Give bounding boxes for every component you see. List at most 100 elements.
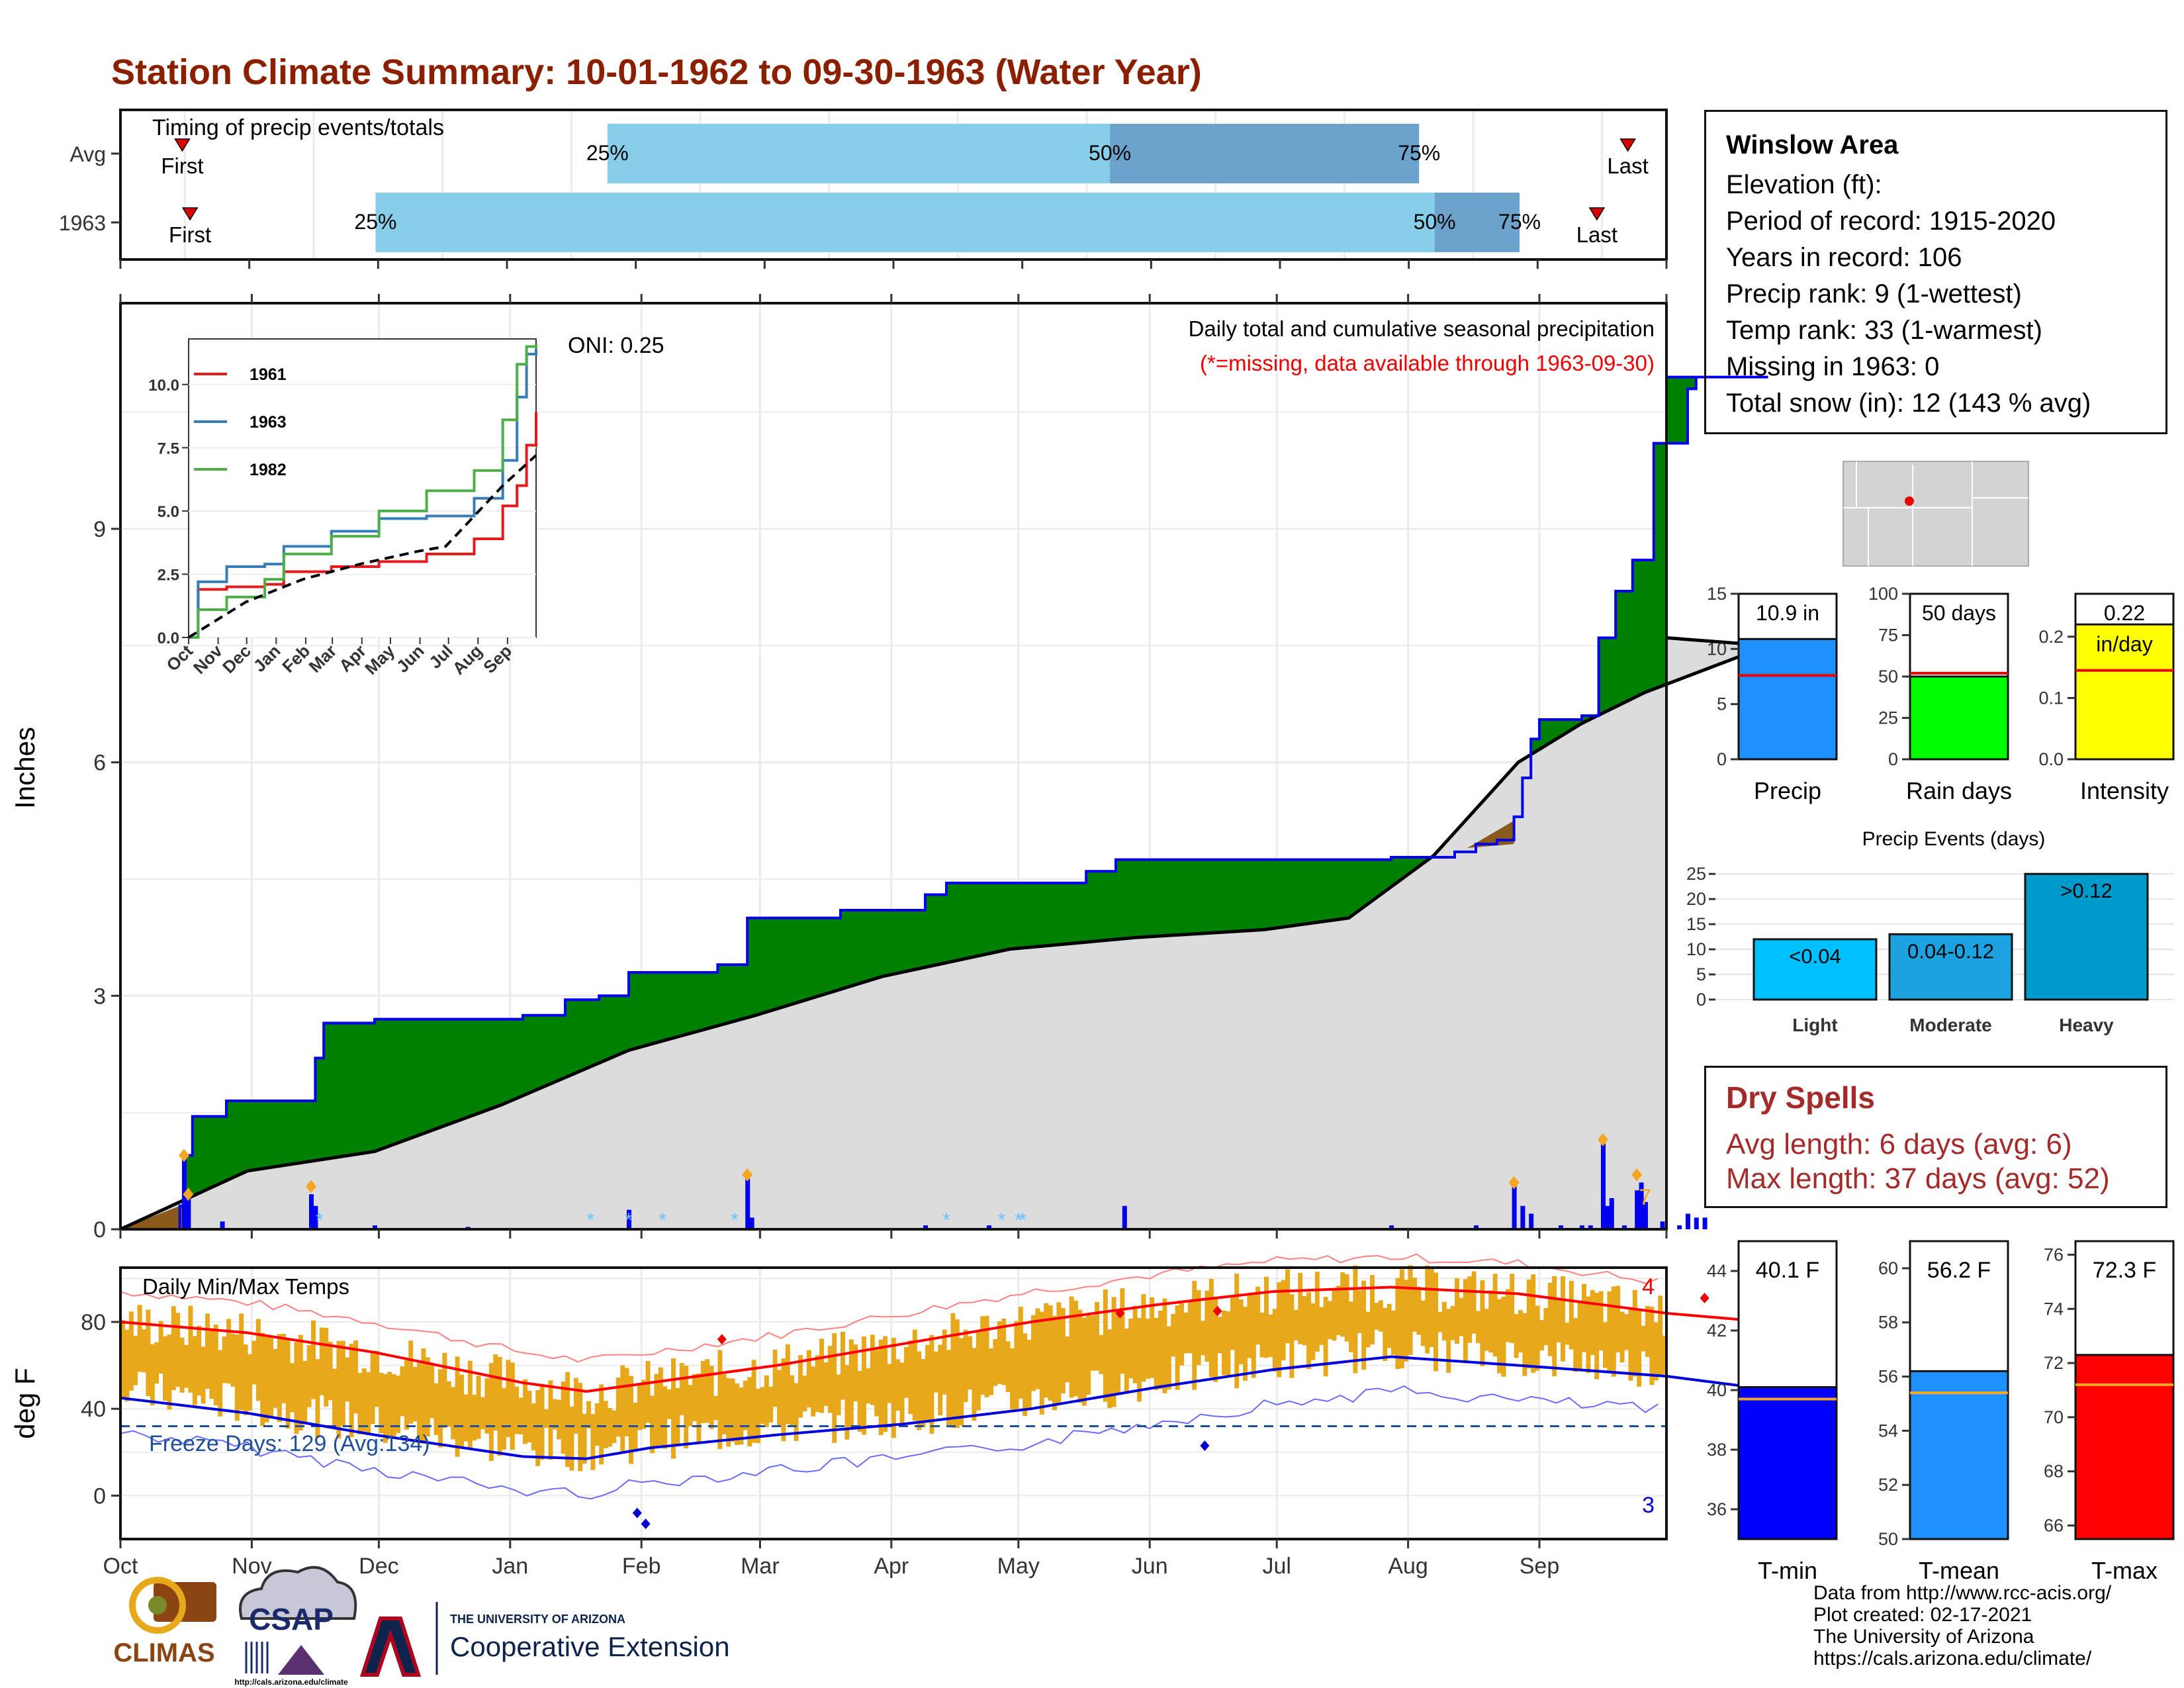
- precip-event-bar-label: <0.04: [1789, 945, 1841, 968]
- daily-precip-bar: [1677, 1225, 1682, 1229]
- daily-temp-bar: [1624, 1314, 1629, 1350]
- daily-temp-bar: [573, 1378, 578, 1434]
- event-label: First: [161, 154, 203, 178]
- heavy-event-marker: [742, 1168, 753, 1182]
- daily-temp-bar: [518, 1397, 523, 1434]
- inset-series-line: [189, 412, 537, 639]
- daily-temp-bar: [1213, 1297, 1218, 1382]
- daily-temp-bar: [760, 1387, 765, 1425]
- daily-temp-bar: [887, 1364, 892, 1403]
- temp-summary-y-tick: 36: [1707, 1499, 1727, 1519]
- daily-precip-bar: [373, 1225, 377, 1229]
- daily-temp-bar: [1289, 1294, 1295, 1378]
- y-tick-label: 0: [93, 1483, 106, 1509]
- daily-temp-bar: [654, 1374, 659, 1448]
- daily-temp-bar: [188, 1305, 193, 1393]
- inset-legend-label: 1982: [250, 461, 287, 479]
- daily-precip-bar: [1686, 1213, 1690, 1229]
- pct-label: 50%: [1089, 141, 1131, 165]
- daily-temp-bar: [328, 1342, 333, 1401]
- daily-temp-bar: [1314, 1272, 1320, 1352]
- daily-temp-bar: [375, 1350, 379, 1407]
- daily-temp-bar: [878, 1339, 884, 1435]
- daily-temp-bar: [158, 1321, 163, 1374]
- daily-temp-bar: [163, 1336, 167, 1401]
- daily-temp-bar: [290, 1363, 295, 1413]
- summary-bar-y-tick: 0: [1717, 749, 1727, 769]
- daily-temp-bar: [1543, 1307, 1549, 1346]
- daily-temp-bar: [1514, 1314, 1519, 1358]
- daily-temp-bar: [891, 1337, 896, 1438]
- daily-temp-bar: [912, 1329, 917, 1421]
- footer-line: Plot created: 02-17-2021: [1813, 1604, 2032, 1626]
- daily-temp-bar: [412, 1367, 418, 1422]
- daily-temp-bar: [1484, 1309, 1489, 1351]
- daily-temp-bar: [1603, 1322, 1608, 1368]
- inset-legend-label: 1961: [250, 365, 287, 384]
- daily-temp-bar: [1577, 1301, 1582, 1372]
- daily-temp-bar: [234, 1335, 240, 1421]
- timing-row-label: 1963: [59, 211, 106, 235]
- climas-logo-center: [148, 1596, 167, 1615]
- daily-temp-bar: [984, 1315, 989, 1397]
- daily-precip-bar: [220, 1221, 225, 1229]
- daily-temp-bar: [480, 1397, 485, 1430]
- university-name: THE UNIVERSITY OF ARIZONA: [450, 1613, 625, 1626]
- temp-summary-y-tick: 76: [2044, 1244, 2064, 1264]
- daily-temp-bar: [421, 1348, 426, 1444]
- daily-temp-bar: [1526, 1279, 1531, 1369]
- temp-summary-label: T-min: [1758, 1557, 1817, 1584]
- daily-temp-bar: [756, 1388, 760, 1443]
- footer-line: https://cals.arizona.edu/climate/: [1813, 1648, 2092, 1669]
- daily-temp-bar: [772, 1349, 778, 1407]
- daily-temp-bar: [510, 1362, 515, 1450]
- info-line: Period of record: 1915-2020: [1726, 207, 2056, 236]
- daily-temp-bar: [472, 1395, 477, 1441]
- daily-temp-bar: [1450, 1305, 1455, 1340]
- daily-precip-bar: [1580, 1225, 1584, 1229]
- daily-temp-bar: [1010, 1348, 1015, 1410]
- daily-temp-bar: [980, 1316, 985, 1395]
- daily-temp-bar: [404, 1360, 409, 1430]
- daily-temp-bar: [1277, 1282, 1282, 1378]
- daily-temp-bar: [717, 1350, 723, 1449]
- temp-summary-bar: [1909, 1370, 2009, 1540]
- daily-temp-bar: [929, 1335, 934, 1434]
- daily-precip-bar: [1512, 1186, 1517, 1229]
- temp-summary-y-tick: 68: [2044, 1462, 2064, 1481]
- summary-bar-y-tick: 100: [1868, 584, 1898, 604]
- daily-temp-bar: [332, 1368, 337, 1427]
- daily-temp-bar: [1166, 1326, 1171, 1390]
- annotation-missing: (*=missing, data available through 1963-…: [1200, 351, 1655, 375]
- timing-bar-50-75: [1110, 124, 1420, 183]
- daily-temp-bar: [726, 1378, 731, 1447]
- daily-temp-bar: [557, 1399, 562, 1440]
- daily-temp-bar: [1056, 1302, 1062, 1405]
- daily-temp-bar: [1522, 1313, 1527, 1376]
- daily-temp-bar: [811, 1366, 816, 1417]
- timing-bar-25-50: [375, 193, 1435, 252]
- daily-temp-bar: [692, 1374, 697, 1421]
- daily-temp-bar: [751, 1360, 756, 1443]
- daily-precip-bar: [1601, 1143, 1606, 1229]
- daily-temp-bar: [1547, 1282, 1553, 1356]
- daily-temp-bar: [535, 1390, 541, 1466]
- daily-temp-bar: [1505, 1289, 1510, 1342]
- daily-temp-bar: [997, 1321, 1002, 1384]
- daily-temp-bar: [1365, 1311, 1371, 1348]
- daily-precip-bar: [309, 1194, 314, 1229]
- daily-temp-bar: [1420, 1300, 1426, 1346]
- temp-summary-y-tick: 42: [1707, 1321, 1727, 1340]
- daily-precip-bar: [1694, 1217, 1699, 1229]
- daily-temp-bar: [396, 1376, 400, 1433]
- temp-summary-y-tick: 60: [1878, 1258, 1898, 1278]
- temp-summary-value: 56.2 F: [1927, 1258, 1991, 1283]
- daily-precip-bar: [1474, 1225, 1479, 1229]
- precip-event-category: Light: [1792, 1015, 1837, 1035]
- daily-temp-bar: [1306, 1292, 1311, 1370]
- record-low-count: 3: [1642, 1493, 1655, 1518]
- daily-temp-bar: [128, 1311, 134, 1391]
- daily-temp-bar: [1023, 1333, 1028, 1417]
- daily-temp-bar: [319, 1327, 324, 1395]
